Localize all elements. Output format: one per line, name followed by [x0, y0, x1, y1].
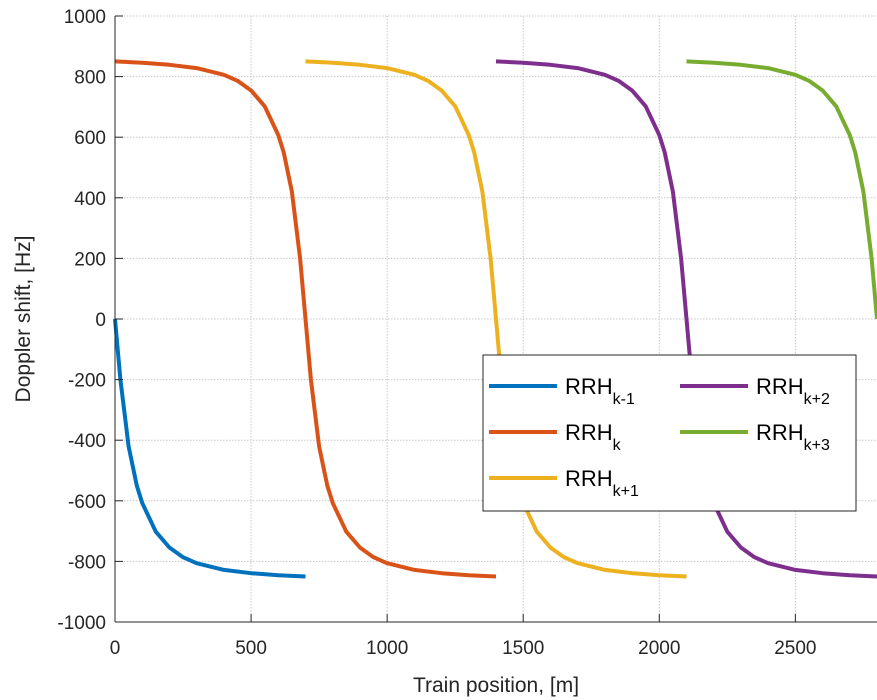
series-line-k-1	[113, 318, 306, 579]
y-tick-label: -1000	[57, 613, 106, 634]
y-tick-label: -200	[68, 371, 106, 392]
y-tick-labels: -1000 -800 -600 -400 -200 0 200 400 600 800 1000	[57, 7, 106, 634]
x-tick-label: 500	[235, 638, 267, 659]
legend-subscript: k-1	[613, 391, 635, 408]
y-tick-label: 600	[74, 128, 106, 149]
y-tick-label: 800	[74, 68, 106, 89]
y-tick-label: -600	[68, 492, 106, 513]
series-line-k+2	[495, 59, 877, 579]
x-tick-labels: 0 500 1000 1500 2000 2500	[110, 638, 817, 659]
y-tick-label: 1000	[64, 7, 106, 28]
x-tick-label: 0	[110, 638, 121, 659]
y-axis-label: Doppler shift, [Hz]	[12, 236, 35, 403]
series-lines	[113, 59, 877, 579]
series-line-k+1	[305, 59, 687, 579]
x-tick-label: 2000	[638, 638, 680, 659]
y-tick-label: 400	[74, 189, 106, 210]
legend-subscript: k+3	[804, 437, 830, 454]
x-tick-label: 1000	[366, 638, 408, 659]
x-axis-label: Train position, [m]	[413, 674, 579, 697]
y-tick-label: -800	[68, 552, 106, 573]
series-line-k+3	[686, 59, 877, 320]
axes	[114, 15, 877, 623]
legend-subscript: k+1	[613, 483, 639, 500]
series-line-k	[114, 59, 497, 579]
x-tick-label: 2500	[774, 638, 816, 659]
x-tick-label: 1500	[502, 638, 544, 659]
y-tick-label: 200	[74, 249, 106, 270]
y-tick-label: -400	[68, 431, 106, 452]
y-tick-label: 0	[95, 310, 106, 331]
legend-subscript: k	[613, 437, 622, 454]
legend-subscript: k+2	[804, 391, 830, 408]
